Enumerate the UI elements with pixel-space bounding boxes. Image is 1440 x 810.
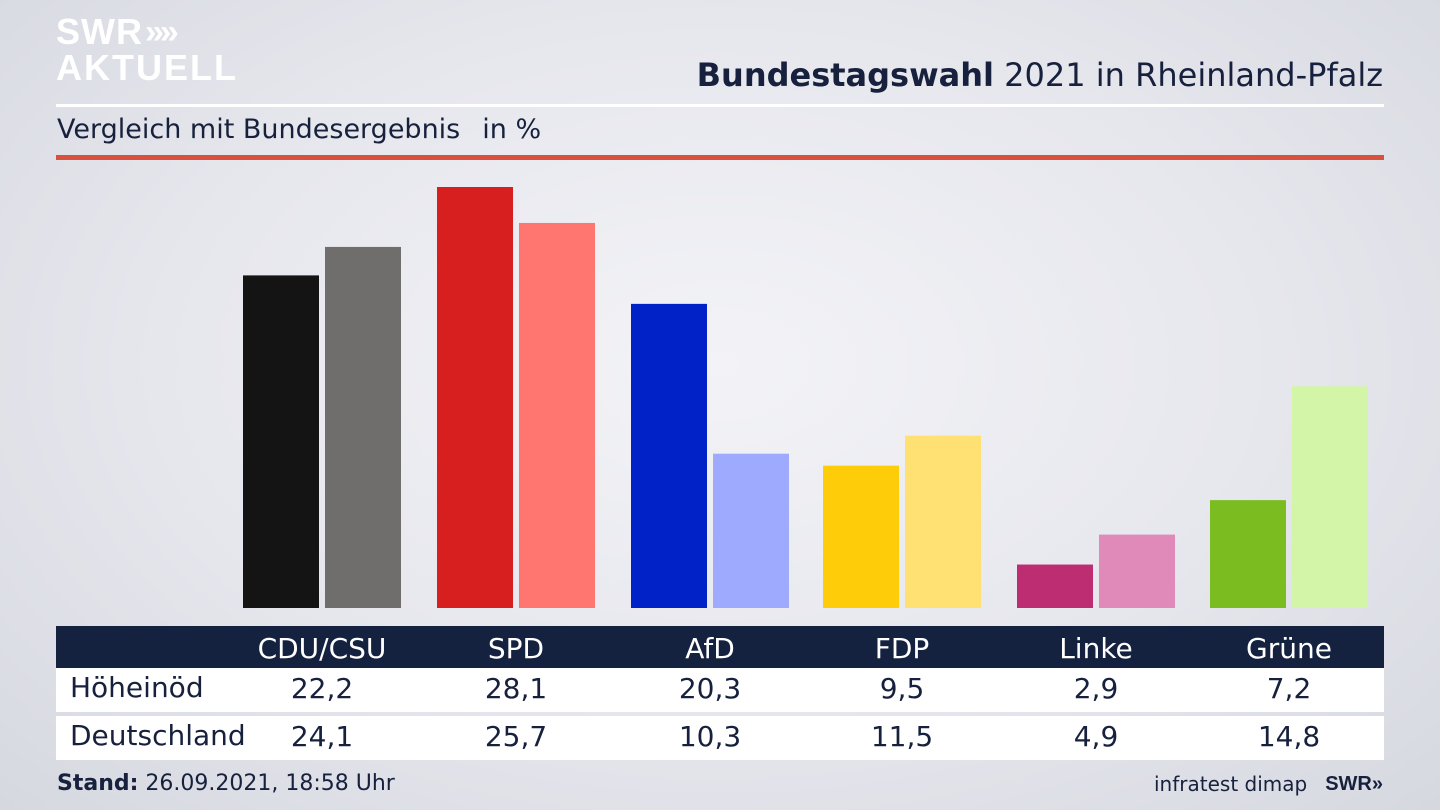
source-name: infratest dimap xyxy=(1154,772,1308,796)
source-credit: infratest dimap SWR» xyxy=(1154,772,1383,796)
chart-subtitle: Vergleich mit Bundesergebnis xyxy=(57,114,461,145)
value-hoheinod-linke: 2,9 xyxy=(1073,672,1119,705)
column-header-fdp: FDP xyxy=(874,632,930,665)
value-deutschland-linke: 4,9 xyxy=(1073,720,1119,753)
bar-fdp-hoheinod xyxy=(823,465,899,608)
row-label-deutschland: Deutschland xyxy=(70,719,246,752)
bar-linke-deutschland xyxy=(1099,534,1175,608)
bar-cdu-csu-deutschland xyxy=(325,246,401,608)
bar-cdu-csu-hoheinod xyxy=(243,275,319,608)
accent-rule xyxy=(56,155,1384,160)
table-row-deutschland: Deutschland 24,1 25,7 10,3 11,5 4,9 14,8 xyxy=(56,716,1384,760)
value-hoheinod-fdp: 9,5 xyxy=(879,672,925,705)
chart-title-rest: 2021 in Rheinland-Pfalz xyxy=(994,56,1383,94)
value-deutschland-spd: 25,7 xyxy=(484,720,548,753)
row-label-hoeheinoed: Höheinöd xyxy=(70,671,204,704)
bar-afd-hoheinod xyxy=(631,303,707,608)
swr-aktuell-logo: SWR»» AKTUELL xyxy=(56,14,238,86)
bar-fdp-deutschland xyxy=(905,435,981,608)
value-deutschland-grune: 14,8 xyxy=(1257,720,1321,753)
timestamp: Stand: 26.09.2021, 18:58 Uhr xyxy=(57,771,395,796)
value-hoheinod-spd: 28,1 xyxy=(484,672,548,705)
column-header-cdu-csu: CDU/CSU xyxy=(257,632,387,665)
bar-afd-deutschland xyxy=(713,453,789,608)
value-hoheinod-grune: 7,2 xyxy=(1266,672,1312,705)
chart-title-bold: Bundestagswahl xyxy=(696,56,994,94)
chart-unit: in % xyxy=(482,114,542,145)
swr-brand: SWR» xyxy=(1325,772,1383,795)
value-deutschland-cdu-csu: 24,1 xyxy=(290,720,354,753)
column-header-linke: Linke xyxy=(1059,632,1133,665)
logo-line1: SWR xyxy=(56,11,143,52)
value-deutschland-afd: 10,3 xyxy=(678,720,742,753)
column-header-afd: AfD xyxy=(685,632,735,665)
value-deutschland-fdp: 11,5 xyxy=(870,720,934,753)
results-table: CDU/CSU SPD AfD FDP Linke Grüne Höheinöd 22,2… xyxy=(56,626,1384,760)
column-header-spd: SPD xyxy=(487,632,545,665)
stand-label: Stand: xyxy=(57,771,139,796)
bar-linke-hoheinod xyxy=(1017,564,1093,608)
bar-chart xyxy=(243,187,1368,609)
stand-value: 26.09.2021, 18:58 Uhr xyxy=(138,771,395,796)
value-hoheinod-cdu-csu: 22,2 xyxy=(290,672,354,705)
logo-line2: AKTUELL xyxy=(56,47,238,88)
bar-spd-hoheinod xyxy=(437,187,513,608)
bar-grune-hoheinod xyxy=(1210,500,1286,608)
chart-subtitle-line: Vergleich mit Bundesergebnis in % xyxy=(57,114,541,145)
value-hoheinod-afd: 20,3 xyxy=(678,672,742,705)
column-header-grune: Grüne xyxy=(1246,632,1332,665)
chart-title: Bundestagswahl 2021 in Rheinland-Pfalz xyxy=(697,56,1383,94)
bar-grune-deutschland xyxy=(1292,386,1368,608)
title-divider xyxy=(56,104,1384,107)
table-row-hoeheinoed: Höheinöd 22,2 28,1 20,3 9,5 2,9 7,2 xyxy=(56,668,1384,712)
table-header-row: CDU/CSU SPD AfD FDP Linke Grüne xyxy=(56,626,1384,668)
bar-spd-deutschland xyxy=(519,222,595,609)
